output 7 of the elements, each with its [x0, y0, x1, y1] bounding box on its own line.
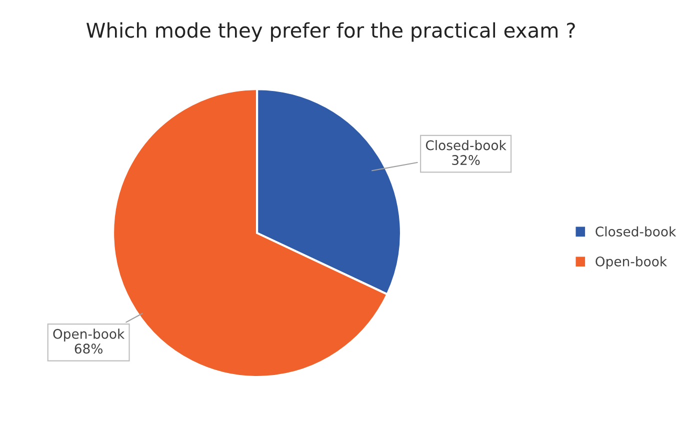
slice-label: Closed-book — [426, 140, 506, 150]
data-label: 32% — [452, 155, 480, 166]
legend-label: Closed-book — [596, 226, 676, 237]
slice-label: Open-book — [53, 328, 125, 342]
data-label: 68% — [74, 344, 102, 354]
legend-label: Open-book — [596, 256, 668, 270]
chart-title: Which mode they prefer for the practical exam ? — [86, 22, 575, 42]
